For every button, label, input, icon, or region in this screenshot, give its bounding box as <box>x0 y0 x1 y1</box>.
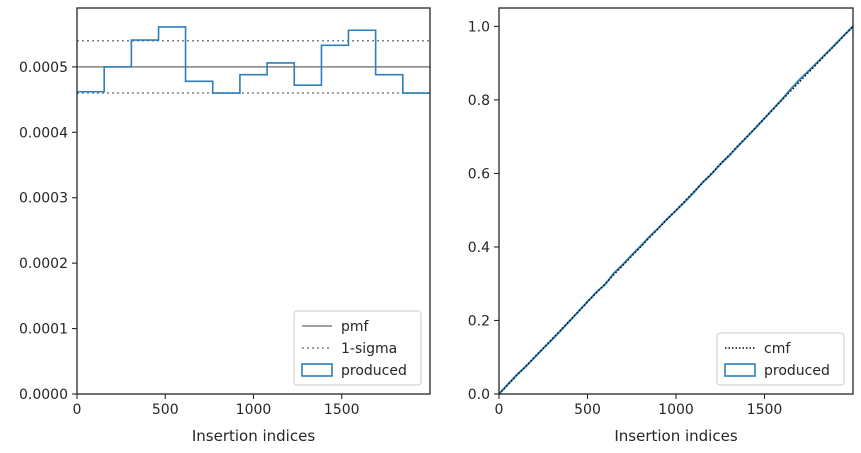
legend-label-pmf: pmf <box>341 319 370 335</box>
legend-box <box>716 332 845 386</box>
chart-left-pmf-histogram: 0 500 1000 1500 0.0000 0.0001 0.0002 0.0003 0.00… <box>19 7 431 445</box>
y-tick-label: 0.0003 <box>19 191 68 207</box>
plot-frame <box>498 7 854 395</box>
legend-label-produced: produced <box>764 363 830 379</box>
legend-label-cmf: cmf <box>764 341 791 357</box>
legend-label-one-sigma: 1-sigma <box>341 341 397 357</box>
x-axis-label: Insertion indices <box>614 427 737 445</box>
y-tick-label: 0.0001 <box>19 322 68 338</box>
chart-right-cmf-line: 0 500 1000 1500 0.0 0.2 0.4 0.6 0.8 1.0 Insertion … <box>468 7 854 445</box>
cmf-line <box>498 25 854 395</box>
y-tick-label: 0.2 <box>468 313 490 329</box>
y-tick-label: 0.0004 <box>19 125 68 141</box>
x-tick-label: 1000 <box>236 402 272 418</box>
legend-label-produced: produced <box>341 363 407 379</box>
legend-swatch-produced <box>301 363 333 377</box>
x-tick-label: 500 <box>152 402 179 418</box>
y-tick-label: 0.8 <box>468 93 490 109</box>
x-axis-label: Insertion indices <box>192 427 315 445</box>
x-tick-label: 1500 <box>324 402 360 418</box>
plot-frame <box>76 7 431 395</box>
y-tick-label: 0.0002 <box>19 256 68 272</box>
legend-box <box>293 310 422 386</box>
y-tick-label: 0.4 <box>468 240 490 256</box>
y-tick-label: 0.0005 <box>19 60 68 76</box>
x-tick-label: 0 <box>495 402 504 418</box>
legend: cmf produced <box>716 332 845 386</box>
x-tick-label: 500 <box>574 402 601 418</box>
legend: pmf 1-sigma produced <box>293 310 422 386</box>
y-tick-label: 0.0 <box>468 387 490 403</box>
legend-swatch-produced <box>724 363 756 377</box>
y-tick-label: 0.0000 <box>19 387 68 403</box>
produced-histogram <box>77 26 430 94</box>
x-tick-label: 0 <box>73 402 82 418</box>
x-tick-label: 1000 <box>658 402 694 418</box>
y-tick-label: 0.6 <box>468 166 490 182</box>
x-tick-label: 1500 <box>747 402 783 418</box>
y-tick-label: 1.0 <box>468 19 490 35</box>
